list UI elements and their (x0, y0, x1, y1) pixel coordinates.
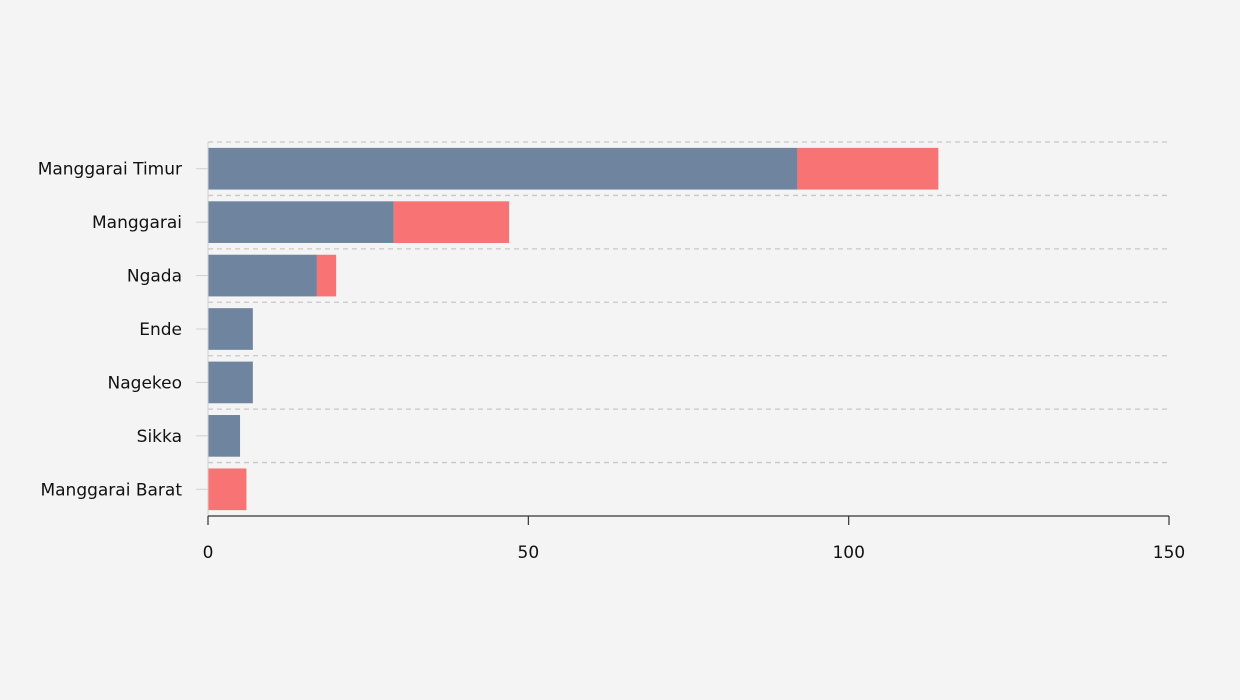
bar-segment (797, 147, 939, 190)
x-tick-label: 150 (1153, 543, 1185, 563)
bar-segment (208, 361, 253, 404)
bar-segment (316, 254, 337, 297)
category-label: Ende (139, 320, 182, 340)
bar-segment (208, 468, 247, 511)
grid-lines (208, 141, 1169, 464)
x-tick-label: 100 (832, 543, 864, 563)
bar-segment (393, 201, 510, 243)
bar-segment (208, 254, 317, 297)
axes: 0 50 100 150 (196, 142, 1185, 563)
category-label: Manggarai Timur (38, 160, 182, 180)
x-tick-label: 50 (518, 543, 540, 563)
category-label: Manggarai Barat (40, 480, 182, 500)
category-label: Ngada (127, 267, 182, 287)
bar-segment (208, 147, 798, 190)
bar-segment (208, 308, 253, 350)
category-label: Manggarai (92, 213, 182, 233)
bars (208, 147, 939, 511)
x-tick-label: 0 (203, 543, 214, 563)
bar-segment (208, 201, 394, 243)
bar-segment (208, 415, 241, 457)
category-label: Nagekeo (108, 373, 182, 393)
category-label: Sikka (137, 427, 182, 447)
category-labels: Manggarai Timur Manggarai Ngada Ende Nagekeo… (38, 160, 183, 501)
